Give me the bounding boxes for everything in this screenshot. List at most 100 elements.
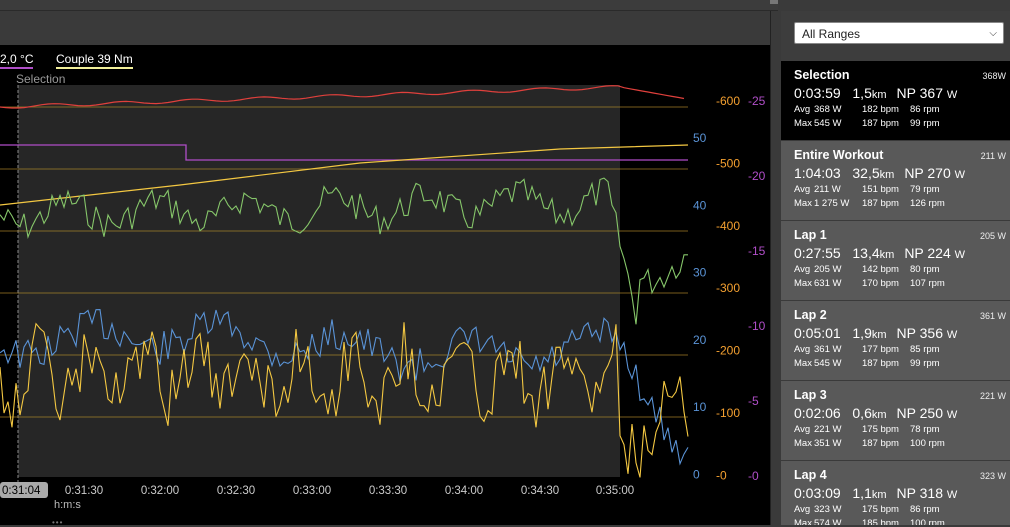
range-card-avg-row: Avg 323 W 175 bpm 86 rpm bbox=[794, 503, 1010, 517]
range-card[interactable]: Entire Workout 211 W 1:04:03 32,5km NP 270 … bbox=[781, 141, 1010, 221]
max-rpm: 100 rpm bbox=[910, 518, 945, 525]
top-resize-handle[interactable] bbox=[770, 0, 778, 4]
range-card-title: Lap 3 bbox=[794, 388, 827, 402]
range-card-max-row: Max 1 275 W 187 bpm 126 rpm bbox=[794, 197, 1010, 211]
distance-series-line bbox=[0, 144, 689, 206]
range-card[interactable]: Lap 1 205 W 0:27:55 13,4km NP 224 W Avg 205 W… bbox=[781, 221, 1010, 301]
max-bpm: 187 bpm bbox=[862, 358, 899, 369]
range-card-summary: 0:03:09 1,1km NP 318 W bbox=[794, 485, 1010, 503]
selection-range-band[interactable] bbox=[18, 85, 620, 477]
ranges-panel: All Ranges ⌵ Selection 368W 0:03:59 1,5km N… bbox=[781, 11, 1010, 525]
max-bpm: 185 bpm bbox=[862, 518, 899, 525]
range-card-np: NP 224 bbox=[904, 245, 951, 261]
heart-rate-axis-tick: 10 bbox=[693, 400, 707, 414]
avg-label: Avg bbox=[794, 344, 811, 355]
range-card-np: NP 250 bbox=[896, 405, 943, 421]
temperature-axis-tick: -10 bbox=[748, 319, 766, 333]
max-rpm: 126 rpm bbox=[910, 198, 945, 209]
avg-label: Avg bbox=[794, 504, 811, 515]
np-unit: W bbox=[954, 249, 966, 261]
drag-dots-icon[interactable]: ••• bbox=[52, 518, 64, 527]
np-unit: W bbox=[946, 89, 958, 101]
legend-item[interactable]: Couple 39 Nm bbox=[56, 52, 133, 69]
heart-rate-axis-tick: 20 bbox=[693, 333, 707, 347]
range-card-avg-power: 368W bbox=[982, 71, 1006, 81]
range-dropdown[interactable]: All Ranges ⌵ bbox=[794, 22, 1004, 44]
temperature-series-line bbox=[0, 144, 688, 161]
avg-rpm: 86 rpm bbox=[910, 504, 940, 515]
temperature-axis-tick: -20 bbox=[748, 169, 766, 183]
avg-watts: 205 W bbox=[814, 264, 842, 275]
x-axis-tick: 0:32:30 bbox=[217, 485, 255, 497]
power-axis-tick: -100 bbox=[716, 406, 740, 420]
distance-unit: km bbox=[871, 89, 887, 101]
temperature-axis-tick: -15 bbox=[748, 244, 766, 258]
range-card-summary: 0:03:59 1,5km NP 367 W bbox=[794, 85, 1010, 103]
max-watts: 545 W bbox=[814, 358, 842, 369]
x-axis-tick: 0:31:30 bbox=[65, 485, 103, 497]
range-dropdown-value: All Ranges bbox=[802, 27, 861, 41]
avg-watts: 211 W bbox=[814, 184, 841, 195]
range-card-max-row: Max 351 W 187 bpm 100 rpm bbox=[794, 437, 1010, 451]
range-card-max-row: Max 631 W 170 bpm 107 rpm bbox=[794, 277, 1010, 291]
legend-item[interactable]: 2,0 °C bbox=[0, 52, 34, 69]
range-card-avg-row: Avg 221 W 175 bpm 78 rpm bbox=[794, 423, 1010, 437]
max-watts: 1 275 W bbox=[814, 198, 850, 209]
max-rpm: 100 rpm bbox=[910, 438, 945, 449]
range-card-avg-row: Avg 361 W 177 bpm 85 rpm bbox=[794, 343, 1010, 357]
selection-label: Selection bbox=[16, 72, 66, 86]
range-card-distance: 13,4 bbox=[852, 245, 880, 261]
range-card-time: 0:05:01 bbox=[794, 325, 841, 341]
max-watts: 574 W bbox=[814, 518, 842, 525]
power-axis-tick: -400 bbox=[716, 219, 740, 233]
heart-rate-axis-tick: 30 bbox=[693, 266, 707, 280]
speed-series-line bbox=[0, 85, 685, 109]
max-label: Max bbox=[794, 518, 812, 525]
range-card-title: Entire Workout bbox=[794, 148, 884, 162]
avg-rpm: 86 rpm bbox=[910, 104, 940, 115]
distance-unit: km bbox=[871, 409, 887, 421]
chevron-down-icon: ⌵ bbox=[989, 28, 997, 39]
range-card-avg-power: 361 W bbox=[979, 311, 1006, 321]
range-card-np: NP 270 bbox=[904, 165, 951, 181]
range-card-avg-power: 211 W bbox=[980, 151, 1006, 161]
range-card-max-row: Max 545 W 187 bpm 99 rpm bbox=[794, 117, 1010, 131]
max-label: Max bbox=[794, 118, 812, 129]
avg-bpm: 151 bpm bbox=[862, 184, 899, 195]
avg-rpm: 79 rpm bbox=[910, 184, 940, 195]
max-label: Max bbox=[794, 278, 812, 289]
max-label: Max bbox=[794, 438, 812, 449]
range-card-time: 0:27:55 bbox=[794, 245, 841, 261]
chart-canvas[interactable]: 50 40 30 20 10 0 -600 -500 -400 -300 -200 -100 -0 -25… bbox=[0, 45, 770, 525]
np-unit: W bbox=[946, 329, 958, 341]
power-axis-tick: -300 bbox=[716, 281, 740, 295]
power-axis-tick: -0 bbox=[716, 468, 727, 482]
max-rpm: 99 rpm bbox=[910, 118, 940, 129]
range-card-max-row: Max 545 W 187 bpm 99 rpm bbox=[794, 357, 1010, 371]
power-series-line bbox=[0, 322, 689, 478]
range-card-title: Lap 1 bbox=[794, 228, 827, 242]
cadence-series-line bbox=[0, 177, 688, 325]
distance-unit: km bbox=[871, 329, 887, 341]
range-card-time: 0:03:59 bbox=[794, 85, 841, 101]
range-card-time: 0:02:06 bbox=[794, 405, 841, 421]
avg-label: Avg bbox=[794, 264, 811, 275]
avg-rpm: 78 rpm bbox=[910, 424, 940, 435]
max-bpm: 187 bpm bbox=[862, 118, 899, 129]
legend-swatch bbox=[56, 67, 133, 69]
range-card-avg-power: 205 W bbox=[979, 231, 1006, 241]
avg-label: Avg bbox=[794, 184, 811, 195]
cursor-time-badge[interactable] bbox=[0, 482, 48, 498]
power-axis-tick: -600 bbox=[716, 94, 740, 108]
x-axis-unit: h:m:s bbox=[54, 499, 81, 511]
workout-chart[interactable]: 50 40 30 20 10 0 -600 -500 -400 -300 -200 -100 -0 -25… bbox=[0, 45, 770, 525]
avg-label: Avg bbox=[794, 424, 811, 435]
range-card[interactable]: Selection 368W 0:03:59 1,5km NP 367 W Avg 368… bbox=[781, 61, 1010, 141]
legend-swatch bbox=[0, 67, 34, 69]
top-toolbar-strip bbox=[0, 0, 778, 11]
temperature-axis-tick: -25 bbox=[748, 94, 766, 108]
avg-label: Avg bbox=[794, 104, 811, 115]
